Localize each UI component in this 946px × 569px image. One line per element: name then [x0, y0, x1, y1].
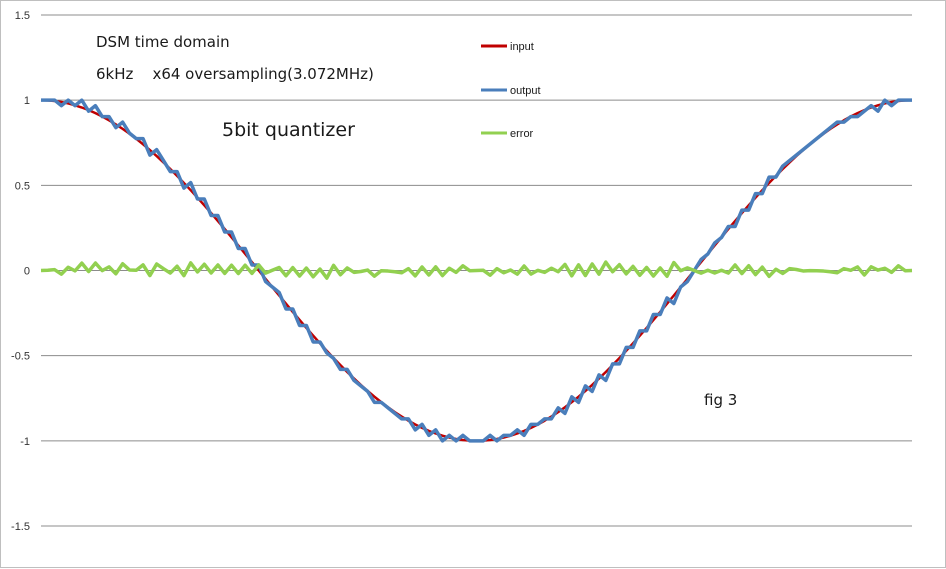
- y-axis-tick-labels: 1.5 1 0.5 0 -0.5 -1 -1.5: [11, 10, 30, 533]
- annotation-5bit-quantizer: 5bit quantizer: [222, 119, 355, 141]
- annotation-dsm-time-domain: DSM time domain: [96, 33, 230, 51]
- y-tick-label: 0.5: [15, 180, 30, 192]
- series-line-output: [41, 98, 912, 443]
- y-tick-label: -0.5: [11, 351, 30, 363]
- y-tick-label: 1: [24, 95, 30, 107]
- annotation-oversampling: 6kHz x64 oversampling(3.072MHz): [96, 65, 374, 83]
- annotation-fig-3: fig 3: [704, 391, 737, 409]
- series-layer: [40, 98, 913, 443]
- legend: input output error: [481, 41, 541, 140]
- legend-label-input: input: [510, 41, 534, 53]
- legend-label-output: output: [510, 85, 541, 97]
- y-tick-label: 0: [24, 266, 30, 278]
- y-tick-label: -1.5: [11, 521, 30, 533]
- series-line-error: [40, 260, 913, 280]
- y-tick-label: -1: [20, 436, 30, 448]
- legend-label-error: error: [510, 128, 534, 140]
- y-tick-label: 1.5: [15, 10, 30, 22]
